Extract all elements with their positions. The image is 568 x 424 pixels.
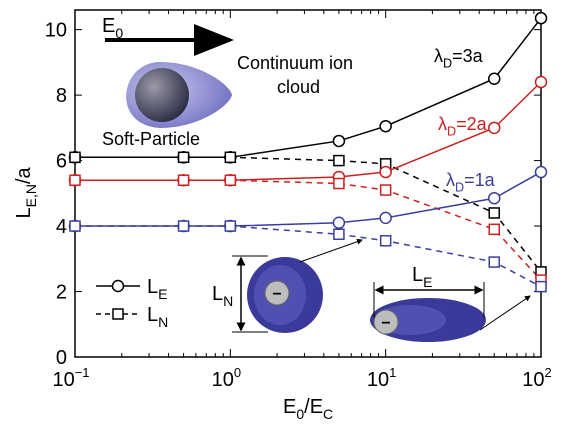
y-tick-label: 8 [56,85,67,107]
point [334,229,344,239]
point [489,73,500,84]
pointer-arrow [300,240,362,262]
chart: − − Continuum ion cloud Soft-Particle 0 2… [0,0,568,424]
soft-particle-illustration [126,62,232,128]
legend-label: LN [147,304,168,330]
point [179,221,189,231]
point [536,282,546,292]
point [225,152,235,162]
point [536,13,547,24]
x-tick-exp: 2 [545,365,552,380]
y-axis-label-part: E,N [23,184,39,207]
point [334,156,344,166]
ln-label: LN [212,283,233,309]
legend-label-part: E [158,286,167,302]
x-tick-base: 10 [367,369,389,391]
x-tick-label: 102 [522,365,551,391]
y-axis-label-part: L [13,207,35,218]
x-tick-exp: 0 [234,365,241,380]
point [333,217,344,228]
series-label: λD=1a [446,170,496,194]
charge-sign: − [272,286,281,303]
y-tick-label: 0 [56,347,67,369]
series-label-part: λ [434,46,443,66]
field-label-part: 0 [115,25,123,41]
cloud-label: Continuum ion [237,53,353,73]
x-axis-label-part: /E [304,396,323,418]
point [381,185,391,195]
x-tick-base: 10 [212,369,234,391]
x-tick-base: 10 [52,369,74,391]
point [536,167,547,178]
le-label-part: L [412,264,423,286]
point [334,179,344,189]
ln-label-part: N [223,293,233,309]
point [489,122,500,133]
point [225,221,235,231]
point [380,167,391,178]
legend-label-part: L [147,304,158,326]
legend-marker [113,309,123,319]
point [380,212,391,223]
y-tick-label: 6 [56,151,67,173]
point [70,221,80,231]
y-tick-label: 2 [56,282,67,304]
legend-label-part: L [147,276,158,298]
ln-label-part: L [212,283,223,305]
le-label: LE [412,264,432,290]
series-label-part: D [447,124,456,138]
x-axis-label-part: 0 [296,406,304,422]
point [489,208,499,218]
point [536,77,547,88]
x-tick-exp: −1 [75,365,90,380]
series-label-part: D [455,180,464,194]
x-axis-label-part: E [283,396,296,418]
point [179,152,189,162]
le-label-part: E [423,274,432,290]
point [333,135,344,146]
x-tick-base: 10 [522,369,544,391]
y-tick-label: 10 [45,20,67,42]
series-label-part: λ [438,114,447,134]
point [225,175,235,185]
field-label-part: E [102,15,115,37]
series-label-part: D [443,56,452,70]
x-tick-label: 10−1 [52,365,89,391]
field-label: E0 [102,15,123,41]
series-label-part: λ [446,170,455,190]
x-axis-label: E0/EC [283,396,333,422]
point [489,193,500,204]
series-label-part: =3a [452,46,484,66]
x-tick-label: 100 [212,365,241,391]
x-tick-exp: 1 [389,365,396,380]
charge-sign: − [381,315,390,332]
spherical-illustration [247,257,323,333]
x-tick-label: 101 [367,365,396,391]
series-label-part: =2a [456,114,488,134]
point [179,175,189,185]
y-tick-label: 4 [56,216,67,238]
point [489,257,499,267]
point [489,224,499,234]
y-axis-label: LE,N/a [13,166,39,218]
point [70,175,80,185]
point [380,121,391,132]
point [381,236,391,246]
series-label: λD=2a [438,114,488,138]
legend-marker [113,281,124,292]
legend-label: LE [147,276,167,302]
x-axis-label-part: C [323,406,333,422]
y-axis-label-part: /a [13,166,35,184]
point [70,152,80,162]
series-label-part: =1a [464,170,496,190]
legend-label-part: N [158,314,168,330]
pointer-arrow [480,296,530,330]
series-label: λD=3a [434,46,484,70]
cloud-label: cloud [277,77,320,97]
particle-label: Soft-Particle [102,129,200,149]
